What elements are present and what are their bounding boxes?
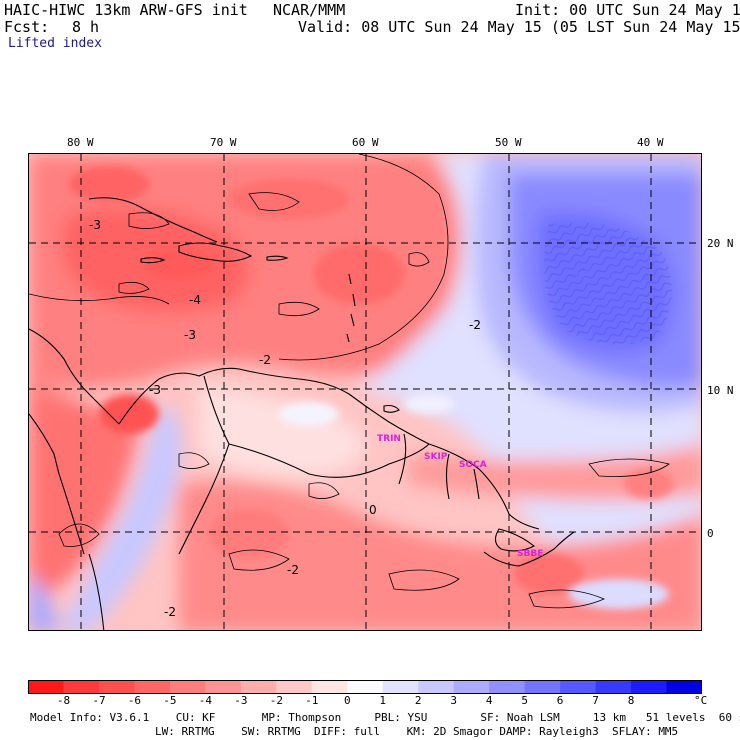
colorbar-level-label: 4 bbox=[485, 694, 493, 707]
colorbar-swatch bbox=[240, 680, 277, 694]
contour-label: -3 bbox=[184, 328, 196, 342]
colorbar-outline bbox=[28, 680, 702, 694]
colorbar bbox=[28, 680, 702, 694]
lifted-index-map: -3 -2 -4 -3 -2 -2 -2 -3 0 TRIN SKIP SOCA… bbox=[28, 153, 702, 631]
contour-label: -2 bbox=[469, 318, 481, 332]
colorbar-level-label: 0 bbox=[343, 694, 351, 707]
contour-labels: -3 -2 -4 -3 -2 -2 -2 -3 0 bbox=[89, 218, 481, 619]
contour-label: -3 bbox=[89, 218, 101, 232]
colorbar-level-label: 8 bbox=[627, 694, 635, 707]
lon-label: 40 W bbox=[637, 136, 664, 149]
model-info-line2: LW: RRTMG SW: RRTMG DIFF: full KM: 2D Sm… bbox=[155, 725, 679, 738]
colorbar-swatch bbox=[560, 680, 597, 694]
colorbar-swatch bbox=[418, 680, 455, 694]
colorbar-swatch bbox=[134, 680, 171, 694]
colorbar-swatch bbox=[28, 680, 64, 694]
forecast-label: Fcst: bbox=[4, 18, 50, 36]
colorbar-level-label: 2 bbox=[414, 694, 422, 707]
colorbar-swatch bbox=[205, 680, 242, 694]
coastlines bbox=[29, 197, 575, 630]
place-label-skip: SKIP bbox=[424, 452, 448, 462]
colorbar-swatch bbox=[524, 680, 561, 694]
valid-time: Valid: 08 UTC Sun 24 May 15 (05 LST Sun … bbox=[298, 18, 740, 36]
colorbar-level-label: -6 bbox=[127, 694, 142, 707]
colorbar-level-label: -4 bbox=[198, 694, 213, 707]
colorbar-level-label: -7 bbox=[92, 694, 106, 707]
colorbar-swatch bbox=[311, 680, 348, 694]
colorbar-level-label: -8 bbox=[56, 694, 71, 707]
org-label: NCAR/MMM bbox=[273, 1, 346, 19]
colorbar-level-label: 5 bbox=[521, 694, 528, 707]
colorbar-level-label: 6 bbox=[556, 694, 564, 707]
field-texture bbox=[69, 166, 674, 609]
colorbar-swatch bbox=[489, 680, 526, 694]
graticule bbox=[29, 154, 701, 630]
lat-label: 10 N bbox=[707, 384, 734, 397]
field-name: Lifted index bbox=[8, 36, 102, 51]
init-time: Init: 00 UTC Sun 24 May 15 bbox=[515, 1, 740, 19]
lon-label: 50 W bbox=[495, 136, 522, 149]
colorbar-swatch bbox=[631, 680, 668, 694]
lon-label: 80 W bbox=[67, 136, 94, 149]
model-title: HAIC-HIWC 13km ARW-GFS init bbox=[4, 1, 248, 19]
place-label-trin: TRIN bbox=[377, 434, 401, 444]
map-canvas: -3 -2 -4 -3 -2 -2 -2 -3 0 TRIN SKIP SOCA… bbox=[29, 154, 701, 630]
contour-label: -2 bbox=[259, 353, 271, 367]
colorbar-level-label: -2 bbox=[269, 694, 283, 707]
colorbar-swatch bbox=[453, 680, 490, 694]
contours bbox=[29, 154, 670, 609]
forecast-hours: 8 h bbox=[72, 18, 100, 36]
colorbar-swatch bbox=[63, 680, 100, 694]
wave-texture bbox=[544, 222, 672, 345]
colorbar-level-label: 3 bbox=[450, 694, 457, 707]
colorbar-swatch bbox=[276, 680, 313, 694]
colorbar-swatch bbox=[169, 680, 206, 694]
colorbar-swatch bbox=[595, 680, 632, 694]
colorbar-swatch bbox=[382, 680, 419, 694]
contour-label: -2 bbox=[287, 563, 299, 577]
colorbar-unit: °C bbox=[694, 694, 708, 707]
colorbar-level-label: 1 bbox=[379, 694, 387, 707]
colorbar-level-label: -5 bbox=[163, 694, 177, 707]
colorbar-swatch bbox=[666, 680, 702, 694]
colorbar-level-label: -1 bbox=[305, 694, 319, 707]
contour-label: -4 bbox=[189, 293, 201, 307]
contour-label: -2 bbox=[164, 605, 176, 619]
colorbar-swatch bbox=[98, 680, 135, 694]
lon-label: 70 W bbox=[210, 136, 237, 149]
contour-label: -3 bbox=[149, 383, 161, 397]
place-label-sbbe: SBBE bbox=[517, 549, 543, 559]
place-label-soca: SOCA bbox=[459, 460, 487, 470]
lon-label: 60 W bbox=[352, 136, 379, 149]
colorbar-swatch bbox=[347, 680, 384, 694]
colorbar-level-label: 7 bbox=[592, 694, 599, 707]
lat-label: 0 bbox=[707, 527, 714, 540]
colorbar-level-label: -3 bbox=[234, 694, 248, 707]
lat-label: 20 N bbox=[707, 237, 734, 250]
model-info-line1: Model Info: V3.6.1 CU: KF MP: Thompson P… bbox=[30, 711, 740, 724]
contour-label: 0 bbox=[369, 503, 377, 517]
